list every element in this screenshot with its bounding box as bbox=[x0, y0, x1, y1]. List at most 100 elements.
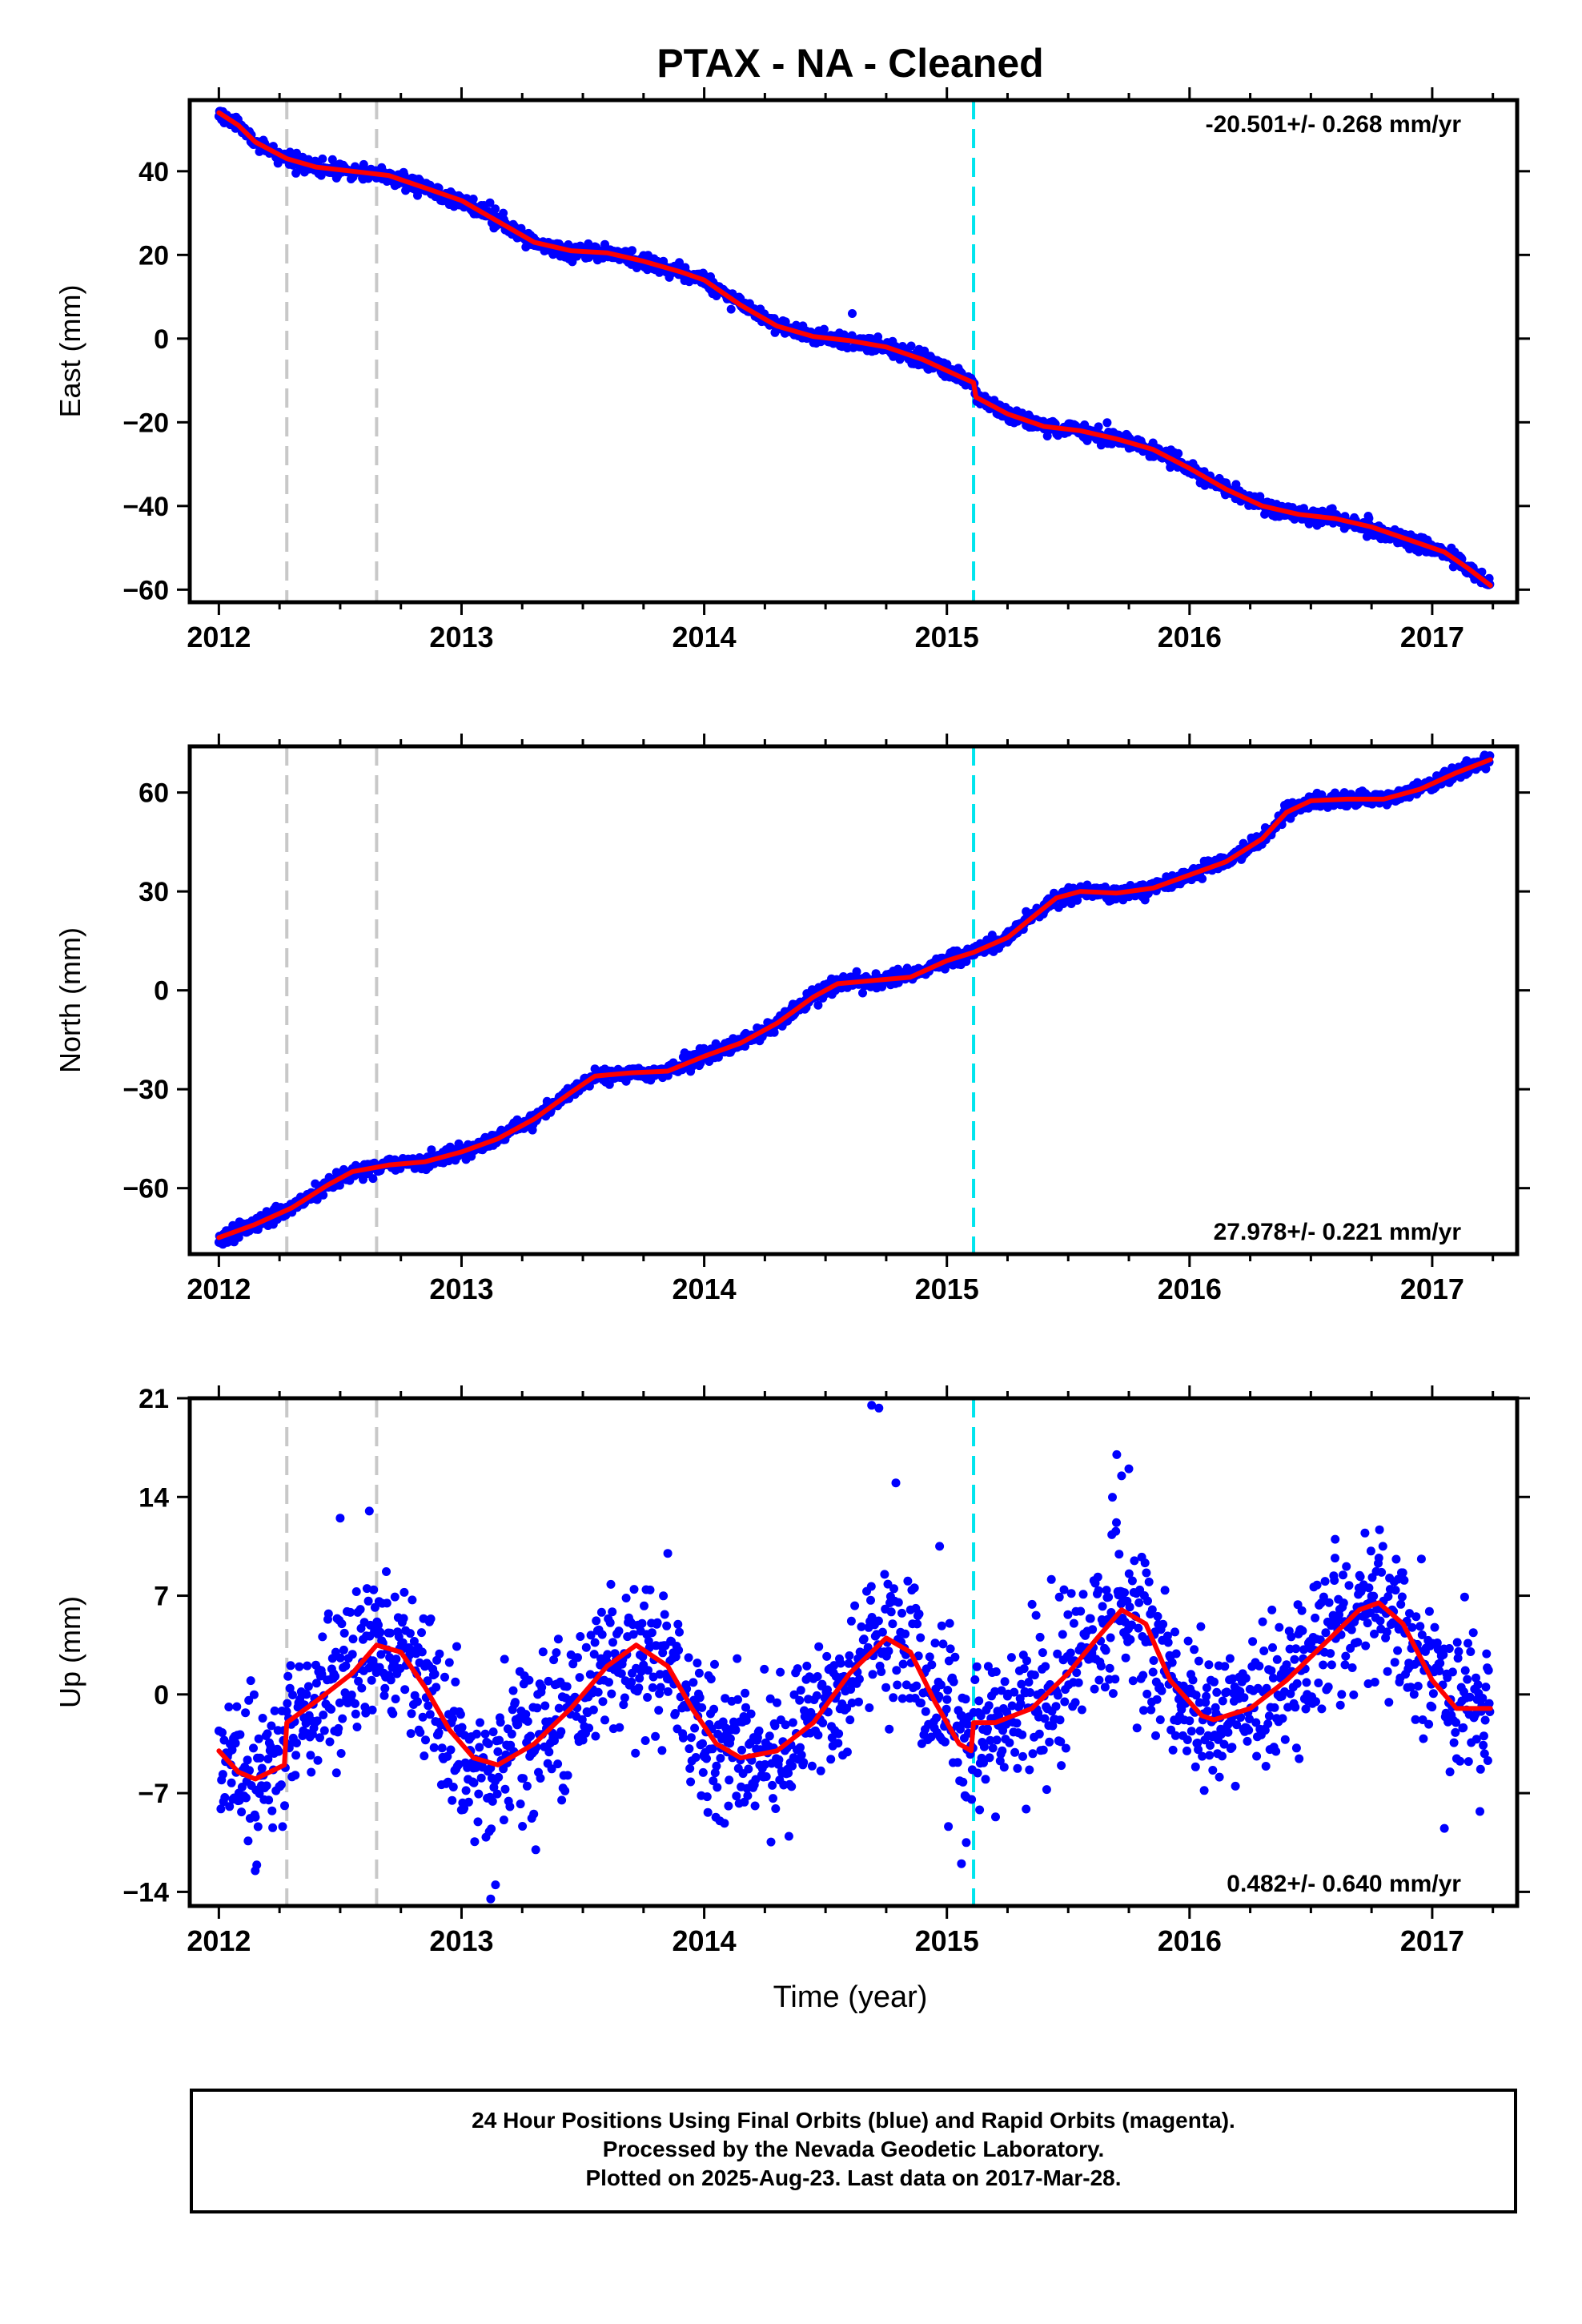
data-point bbox=[367, 1705, 377, 1715]
data-point bbox=[898, 1659, 908, 1669]
data-point bbox=[472, 1729, 481, 1739]
data-point bbox=[425, 1710, 435, 1719]
data-point bbox=[927, 1660, 937, 1670]
data-point bbox=[1198, 874, 1207, 883]
data-point bbox=[391, 1695, 400, 1703]
data-point bbox=[605, 1618, 615, 1627]
data-point bbox=[468, 195, 478, 203]
data-point bbox=[597, 1630, 607, 1639]
data-point bbox=[318, 1632, 327, 1642]
data-point bbox=[842, 1747, 852, 1757]
x-tick-label: 2017 bbox=[1400, 1273, 1464, 1305]
data-point bbox=[654, 1706, 664, 1715]
velocity-label: 27.978+/- 0.221 mm/yr bbox=[1214, 1219, 1462, 1245]
data-point bbox=[744, 1764, 753, 1774]
data-point bbox=[1066, 1648, 1075, 1658]
data-point bbox=[1035, 1632, 1045, 1642]
data-point bbox=[709, 1704, 719, 1714]
data-point bbox=[888, 1619, 897, 1629]
data-point bbox=[957, 1711, 966, 1720]
y-tick-label: −30 bbox=[122, 1075, 169, 1105]
data-point bbox=[495, 1735, 504, 1745]
data-point bbox=[357, 1683, 367, 1693]
data-point bbox=[991, 1667, 1001, 1676]
y-tick-label: 30 bbox=[139, 877, 169, 907]
data-point bbox=[720, 1819, 729, 1828]
data-point bbox=[374, 1620, 383, 1630]
data-point bbox=[600, 1715, 609, 1725]
data-point bbox=[956, 1724, 965, 1734]
y-tick-label: −60 bbox=[122, 575, 169, 605]
data-point bbox=[218, 1770, 227, 1779]
data-point bbox=[713, 1783, 722, 1792]
data-point bbox=[854, 1697, 863, 1707]
data-point bbox=[235, 1730, 245, 1739]
data-point bbox=[846, 1685, 856, 1694]
data-point bbox=[1063, 1610, 1073, 1619]
data-point bbox=[488, 1796, 497, 1806]
data-point bbox=[1012, 1719, 1022, 1728]
data-point bbox=[253, 1822, 263, 1831]
data-point bbox=[475, 1743, 484, 1752]
data-point bbox=[606, 1579, 616, 1589]
data-point bbox=[464, 1797, 473, 1807]
data-point bbox=[761, 1772, 771, 1781]
data-point bbox=[424, 1701, 433, 1711]
data-point bbox=[901, 1680, 911, 1690]
data-point bbox=[519, 1774, 528, 1783]
data-point bbox=[416, 1727, 425, 1737]
data-point bbox=[331, 1768, 341, 1778]
data-point bbox=[942, 1704, 951, 1714]
data-point bbox=[746, 1709, 756, 1719]
data-point bbox=[852, 967, 861, 976]
data-point bbox=[218, 1728, 227, 1737]
data-point bbox=[263, 1755, 273, 1763]
data-point bbox=[315, 1733, 324, 1743]
data-point bbox=[429, 1743, 439, 1752]
data-point bbox=[291, 1771, 300, 1780]
data-point bbox=[1114, 1550, 1124, 1559]
data-point bbox=[538, 1647, 548, 1657]
data-point bbox=[628, 1630, 638, 1639]
data-point bbox=[262, 1781, 271, 1791]
data-point bbox=[813, 1000, 823, 1010]
data-point bbox=[553, 1634, 563, 1644]
data-point bbox=[596, 1607, 606, 1617]
data-point bbox=[765, 1731, 774, 1741]
data-point bbox=[788, 1761, 797, 1771]
data-point bbox=[243, 1755, 252, 1765]
data-point bbox=[368, 1174, 378, 1184]
data-point bbox=[476, 1773, 486, 1783]
data-point bbox=[731, 1725, 741, 1735]
data-point bbox=[721, 1694, 730, 1703]
data-point bbox=[585, 1670, 595, 1679]
data-point bbox=[1128, 1676, 1138, 1686]
data-point bbox=[1088, 1625, 1098, 1634]
data-point bbox=[678, 1733, 688, 1743]
data-point bbox=[347, 1650, 357, 1659]
data-point bbox=[983, 1724, 992, 1734]
data-point bbox=[354, 1676, 363, 1686]
data-point bbox=[1108, 1493, 1117, 1502]
data-point bbox=[547, 1764, 556, 1774]
data-point bbox=[608, 1638, 617, 1647]
data-point bbox=[866, 1595, 875, 1605]
data-point bbox=[338, 1714, 347, 1723]
data-point bbox=[802, 1661, 812, 1671]
data-point bbox=[979, 1758, 988, 1767]
y-axis-label: East (mm) bbox=[54, 285, 86, 418]
data-point bbox=[1038, 1745, 1048, 1755]
data-point bbox=[1051, 1702, 1061, 1711]
data-point bbox=[842, 1703, 852, 1713]
data-point bbox=[885, 1724, 894, 1734]
data-point bbox=[986, 1735, 995, 1745]
data-point bbox=[1108, 1689, 1118, 1699]
data-point bbox=[1010, 1747, 1020, 1757]
data-point bbox=[620, 1693, 629, 1703]
model-fit-line bbox=[216, 110, 1493, 589]
data-point bbox=[488, 1727, 498, 1737]
data-point bbox=[1018, 1751, 1027, 1761]
data-point bbox=[1019, 1664, 1029, 1674]
